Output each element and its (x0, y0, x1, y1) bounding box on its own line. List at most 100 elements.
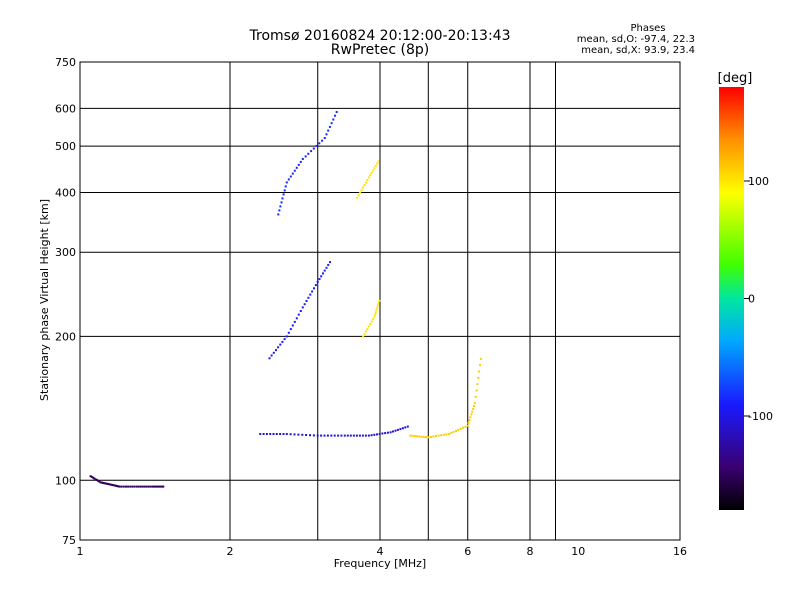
data-point (394, 429, 397, 432)
data-point (360, 189, 363, 192)
data-point (117, 485, 120, 488)
data-point (129, 485, 132, 488)
data-point (349, 434, 352, 437)
data-point (374, 311, 377, 314)
data-point (425, 436, 427, 439)
data-point (468, 419, 471, 422)
data-point (305, 434, 308, 436)
data-point (466, 424, 469, 427)
data-point (459, 427, 462, 430)
data-point (376, 433, 378, 436)
y-tick-label: 600 (55, 102, 76, 115)
data-point (362, 335, 365, 338)
data-point (304, 155, 307, 158)
data-point (367, 434, 370, 437)
data-point (355, 434, 358, 437)
data-point (301, 158, 304, 160)
data-point (97, 479, 100, 482)
data-point (447, 433, 450, 435)
data-point (312, 147, 315, 150)
data-point (285, 433, 288, 435)
data-point (262, 433, 265, 435)
data-point (315, 144, 318, 147)
data-point (279, 343, 282, 346)
data-point (269, 433, 272, 435)
data-point (352, 434, 355, 437)
data-point (135, 485, 138, 488)
data-point (295, 317, 298, 320)
data-point (277, 346, 280, 349)
data-point (156, 485, 159, 488)
data-point (310, 150, 313, 153)
data-point (386, 431, 389, 434)
data-point (432, 435, 435, 438)
data-point (321, 139, 324, 142)
data-point (420, 435, 423, 438)
y-axis-ticks: 75 100 200 300 400 500 600 750 (55, 56, 76, 547)
data-point (479, 357, 482, 360)
data-point (281, 197, 284, 200)
data-point (325, 266, 328, 269)
data-point (377, 302, 380, 305)
data-point (147, 485, 150, 488)
x-tick-label: 1 (77, 545, 84, 558)
data-point (157, 485, 160, 488)
data-point (373, 315, 376, 318)
data-point (376, 162, 379, 165)
data-point (378, 299, 381, 302)
data-point (307, 152, 310, 155)
data-point (404, 426, 407, 429)
data-points (89, 111, 482, 488)
data-point (141, 485, 144, 488)
data-point (455, 429, 457, 432)
x-axis-ticks: 1 2 4 6 8 10 16 (77, 545, 688, 558)
data-point (363, 332, 366, 335)
data-point (477, 376, 480, 379)
data-point (159, 485, 162, 488)
data-point (392, 430, 394, 433)
data-point (309, 434, 311, 437)
x-tick-label: 6 (464, 545, 471, 558)
data-point (143, 485, 146, 488)
data-point (366, 179, 369, 181)
data-point (346, 434, 349, 437)
data-point (154, 485, 157, 488)
data-point (125, 485, 127, 488)
data-point (151, 485, 154, 488)
data-point (381, 432, 384, 435)
data-point (293, 433, 296, 436)
data-point (118, 485, 121, 488)
colorbar (719, 87, 744, 510)
data-point (389, 431, 392, 434)
data-point (316, 434, 319, 437)
data-point (343, 434, 346, 437)
data-point (284, 185, 287, 188)
x-tick-label: 8 (527, 545, 534, 558)
data-point (259, 433, 262, 435)
data-point (445, 433, 448, 436)
data-point (418, 435, 421, 438)
data-point (289, 328, 292, 331)
y-tick-label: 200 (55, 330, 76, 343)
data-point (469, 416, 472, 419)
data-point (99, 481, 102, 484)
data-point (399, 428, 402, 431)
data-point (153, 485, 156, 488)
data-point (396, 428, 399, 431)
data-point (323, 269, 326, 272)
data-point (297, 163, 300, 166)
data-point (413, 435, 416, 437)
data-point (478, 370, 481, 373)
colorbar-tick-label: 100 (748, 175, 769, 188)
data-point (297, 313, 300, 316)
data-point (162, 485, 165, 488)
data-point (293, 169, 296, 172)
data-point (471, 410, 474, 413)
data-point (473, 405, 475, 407)
data-point (318, 142, 321, 145)
data-point (384, 432, 387, 435)
x-tick-label: 2 (227, 545, 234, 558)
data-point (356, 196, 359, 199)
data-point (113, 484, 116, 487)
data-point (268, 357, 271, 360)
